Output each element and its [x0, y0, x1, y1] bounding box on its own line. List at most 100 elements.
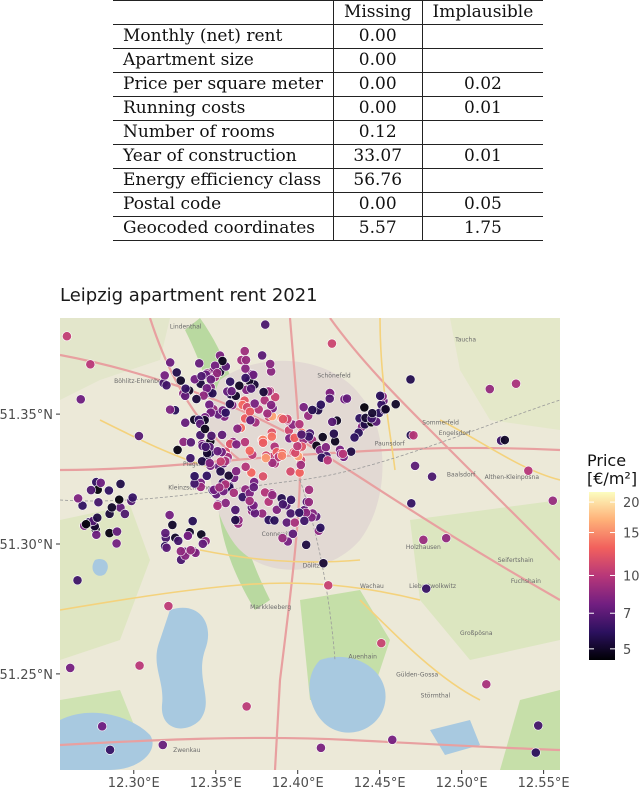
rent-point — [265, 359, 276, 369]
table-row: Number of rooms 0.12 — [113, 120, 544, 145]
table-row: Apartment size 0.00 — [113, 48, 544, 73]
rent-point — [220, 498, 231, 508]
rent-point — [104, 485, 114, 496]
table-header-missing: Missing — [332, 0, 423, 25]
rent-point — [304, 484, 314, 495]
rent-point — [441, 533, 452, 544]
rent-point — [115, 479, 126, 489]
rent-point — [307, 405, 318, 415]
rent-point — [106, 502, 117, 513]
row-label: Energy efficiency class — [123, 170, 322, 190]
rent-point — [197, 538, 208, 549]
rent-point — [303, 497, 314, 507]
rent-point — [421, 583, 432, 594]
rent-point — [191, 394, 202, 404]
rent-point — [288, 528, 298, 539]
y-tick-label: 51.25°N — [0, 668, 53, 683]
rent-point — [511, 378, 521, 389]
table-row: Energy efficiency class 56.76 — [113, 168, 544, 193]
rent-point — [206, 430, 217, 441]
rent-point — [499, 435, 510, 445]
place-labels: Taucha Schönefeld Paunsdorf Sommerfeld Baals… — [114, 318, 541, 754]
map-title: Leipzig apartment rent 2021 — [60, 285, 318, 306]
place-label: Engelsdorf — [439, 430, 472, 437]
rent-point — [322, 455, 333, 466]
rent-point — [301, 539, 312, 550]
rent-point — [134, 660, 145, 671]
place-label: Althen-Kleinpösna — [485, 474, 540, 481]
rent-point — [180, 383, 191, 394]
rent-point — [315, 522, 326, 533]
x-tick-label: 12.40°E — [272, 776, 324, 788]
rent-point — [317, 432, 328, 442]
rent-point — [484, 384, 495, 394]
rent-point — [204, 458, 215, 468]
row-missing-value: 0.00 — [332, 192, 423, 217]
rent-point — [230, 505, 241, 515]
row-label: Price per square meter — [123, 74, 323, 94]
row-implausible-value — [421, 24, 544, 49]
rent-point — [127, 492, 138, 503]
legend-colorbar — [589, 492, 615, 660]
place-label: Holzhausen — [406, 544, 441, 551]
row-missing-value: 0.12 — [332, 120, 423, 145]
rent-point — [212, 368, 223, 378]
rent-point — [267, 490, 278, 500]
rent-point — [327, 416, 338, 427]
place-label: Taucha — [454, 336, 476, 343]
table-row: Geocoded coordinates 5.57 1.75 — [113, 216, 544, 241]
secondary-roads — [60, 318, 560, 701]
rent-point — [185, 545, 196, 556]
rent-point — [316, 742, 326, 753]
rent-point — [232, 423, 243, 434]
rent-point — [212, 500, 223, 511]
place-label: Zwenkau — [173, 747, 201, 754]
row-missing-value: 56.76 — [332, 168, 423, 193]
row-missing-value: 0.00 — [332, 24, 423, 49]
legend-ticks: 20 15 10 7 5 — [589, 496, 640, 658]
legend-tick-label: 10 — [623, 569, 640, 584]
rent-point — [62, 331, 72, 342]
rent-point — [180, 417, 191, 428]
legend-tick-label: 7 — [623, 607, 631, 622]
row-implausible-value — [421, 48, 544, 73]
table-row: Year of construction 33.07 0.01 — [113, 144, 544, 169]
rent-point — [240, 373, 251, 383]
lake-zwenkauer-see — [60, 712, 153, 770]
rent-point — [260, 319, 271, 330]
rent-point — [200, 424, 210, 434]
row-implausible-value: 0.01 — [421, 96, 544, 121]
rent-point — [97, 721, 108, 732]
rent-point — [481, 679, 492, 690]
rent-point — [327, 338, 337, 349]
rent-point — [258, 437, 268, 448]
rent-point — [367, 408, 378, 419]
rent-point — [262, 408, 273, 419]
rent-point — [270, 392, 281, 402]
rent-point — [289, 517, 300, 528]
rent-point — [547, 495, 558, 506]
row-implausible-value — [421, 120, 544, 145]
rent-point — [212, 446, 223, 457]
rent-point — [375, 390, 386, 401]
rent-point — [189, 471, 200, 482]
legend-title: Price — [587, 451, 626, 470]
rent-point — [278, 414, 289, 424]
place-label: Plagwitz — [183, 461, 208, 468]
rent-point — [85, 359, 96, 370]
rent-point — [230, 515, 241, 525]
rent-point — [159, 370, 170, 381]
rent-point — [240, 437, 250, 447]
x-tick-label: 12.35°E — [190, 776, 242, 788]
legend-tick-label: 5 — [623, 643, 631, 658]
rent-point — [390, 399, 401, 410]
row-label: Number of rooms — [123, 122, 275, 142]
row-label: Geocoded coordinates — [123, 218, 315, 238]
farmland-area — [60, 505, 150, 660]
place-label: Großpösna — [460, 630, 493, 637]
table-header-cell — [113, 1, 333, 25]
rent-point — [217, 356, 228, 366]
rent-point — [239, 346, 250, 356]
rent-point — [220, 407, 231, 418]
rent-point — [214, 482, 225, 493]
